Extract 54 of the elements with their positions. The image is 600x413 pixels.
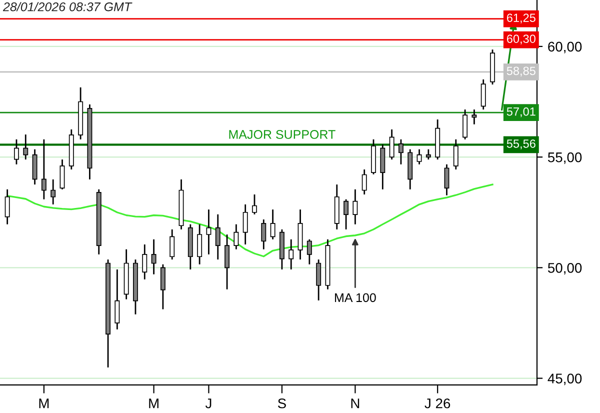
candlestick xyxy=(362,168,367,196)
annotation: 28/01/2026 08:37 GMT xyxy=(2,2,132,12)
candlestick xyxy=(197,224,202,266)
candlestick xyxy=(160,264,166,310)
x-tick-label: J 26 xyxy=(424,398,450,408)
y-tick-label: 45,00 xyxy=(548,374,582,386)
candlestick xyxy=(389,128,394,160)
candlestick xyxy=(270,208,276,240)
x-tick-label: M xyxy=(39,398,49,408)
candlestick xyxy=(472,108,477,126)
candlestick xyxy=(480,78,486,110)
candlestick xyxy=(14,138,19,166)
candlestick xyxy=(261,218,266,250)
candlestick xyxy=(344,198,349,230)
y-tick-label: 60,00 xyxy=(548,42,582,54)
candlestick xyxy=(416,148,422,166)
annotation: MA 100 xyxy=(335,293,376,302)
candlestick xyxy=(398,138,404,166)
candlestick xyxy=(215,214,220,260)
candlestick xyxy=(151,238,156,276)
candlestick xyxy=(224,234,230,290)
candlestick xyxy=(23,134,28,160)
candlestick xyxy=(426,148,431,160)
candlestick xyxy=(288,238,294,270)
candlestick xyxy=(352,188,358,226)
candlestick xyxy=(142,244,148,280)
annotation: MAJOR SUPPORT xyxy=(229,130,336,139)
ref-line-label: 57,01 xyxy=(506,107,536,118)
candlestick xyxy=(206,208,212,256)
candlestick xyxy=(234,224,239,250)
candlestick xyxy=(114,268,120,330)
x-tick-label: J xyxy=(205,398,212,408)
ref-line-label: 55,56 xyxy=(506,139,536,150)
x-tick-label: M xyxy=(149,398,158,408)
candlestick xyxy=(444,164,450,196)
candlestick xyxy=(252,194,257,216)
candlestick xyxy=(50,178,56,206)
candlestick xyxy=(60,158,65,190)
ref-line-label: 58,85 xyxy=(506,66,536,76)
y-tick-label: 55,00 xyxy=(548,152,582,164)
y-tick-label: 50,00 xyxy=(548,263,582,274)
x-tick-label: N xyxy=(351,398,360,408)
candlestick xyxy=(170,228,175,260)
candlestick xyxy=(316,258,322,302)
candlestick xyxy=(306,238,312,266)
ref-line-label: 60,30 xyxy=(506,34,536,44)
line-series xyxy=(6,184,494,258)
x-tick-label: S xyxy=(278,398,286,408)
candlestick xyxy=(453,138,458,170)
candlestick xyxy=(242,204,248,246)
candlestick xyxy=(4,188,10,226)
ref-line-label: 61,25 xyxy=(506,14,536,24)
candlestick xyxy=(41,138,46,200)
candlestick xyxy=(462,108,468,140)
